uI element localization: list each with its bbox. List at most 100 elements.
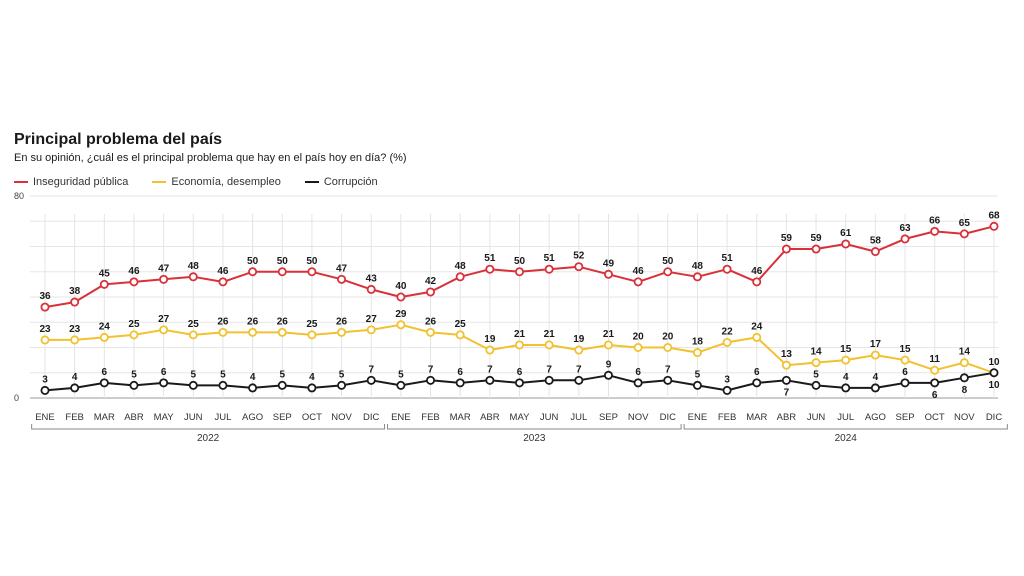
data-point <box>337 380 347 390</box>
x-tick-label: JUN <box>184 412 203 423</box>
data-label: 65 <box>959 218 971 229</box>
data-label: 50 <box>306 256 318 267</box>
data-label: 51 <box>484 253 496 264</box>
data-point <box>455 378 465 388</box>
data-point <box>218 327 228 337</box>
data-label: 11 <box>929 354 940 365</box>
x-tick-label: SEP <box>599 412 618 423</box>
x-tick-label: DIC <box>363 412 380 423</box>
year-label: 2022 <box>197 433 220 444</box>
data-label: 38 <box>69 286 81 297</box>
data-point <box>396 292 406 302</box>
legend-item-inseguridad: Inseguridad pública <box>14 176 128 188</box>
data-label: 21 <box>514 329 526 340</box>
data-label: 26 <box>425 316 437 327</box>
year-bracket <box>387 424 682 430</box>
legend-swatch-corrupcion <box>304 181 319 183</box>
data-label: 24 <box>99 321 111 332</box>
data-label: 50 <box>662 256 674 267</box>
data-point <box>841 355 851 365</box>
data-label: 7 <box>546 364 552 375</box>
data-point <box>307 330 317 340</box>
x-tick-label: SEP <box>896 412 915 423</box>
data-label: 47 <box>158 263 170 274</box>
data-label: 6 <box>902 367 908 378</box>
data-label: 63 <box>899 223 911 234</box>
x-tick-label: JUL <box>837 412 854 423</box>
data-point <box>129 330 139 340</box>
x-tick-label: JUN <box>807 412 826 423</box>
data-label: 13 <box>781 349 793 360</box>
data-point <box>159 325 169 335</box>
data-label: 5 <box>695 369 701 380</box>
data-label: 6 <box>635 367 641 378</box>
data-label: 25 <box>128 319 140 330</box>
data-point <box>544 340 554 350</box>
data-point <box>70 297 80 307</box>
data-label: 21 <box>603 329 615 340</box>
legend-swatch-inseguridad <box>14 181 28 183</box>
chart-title: Principal problema del país <box>14 131 223 148</box>
x-tick-label: ABR <box>124 412 144 423</box>
data-label: 43 <box>366 273 378 284</box>
data-label: 19 <box>573 334 585 345</box>
x-tick-label: OCT <box>302 412 322 423</box>
data-point <box>515 267 525 277</box>
data-point <box>248 267 258 277</box>
data-point <box>218 277 228 287</box>
data-label: 25 <box>306 319 318 330</box>
data-label: 22 <box>722 326 734 337</box>
data-point <box>277 267 287 277</box>
data-label: 5 <box>191 369 197 380</box>
data-point <box>455 330 465 340</box>
legend-swatch-economia <box>152 181 167 183</box>
data-label: 25 <box>455 319 467 330</box>
data-point <box>455 272 465 282</box>
data-label: 20 <box>662 332 674 343</box>
data-point <box>574 262 584 272</box>
data-point <box>692 272 702 282</box>
data-point <box>959 373 969 383</box>
data-label: 10 <box>988 380 1000 391</box>
x-tick-label: MAR <box>746 412 767 423</box>
legend-label-inseguridad: Inseguridad pública <box>33 176 129 188</box>
data-label: 21 <box>544 329 556 340</box>
x-tick-label: ENE <box>391 412 411 423</box>
x-tick-label: MAY <box>154 412 175 423</box>
data-point <box>752 378 762 388</box>
data-point <box>811 358 821 368</box>
data-label: 36 <box>39 291 51 302</box>
x-tick-label: MAY <box>510 412 531 423</box>
data-point <box>811 244 821 254</box>
data-point <box>70 383 80 393</box>
data-label: 20 <box>633 332 645 343</box>
x-tick-label: OCT <box>925 412 945 423</box>
legend-item-economia: Economía, desempleo <box>152 176 281 188</box>
data-point <box>722 264 732 274</box>
data-point <box>307 383 317 393</box>
data-point <box>396 380 406 390</box>
data-point <box>40 385 50 395</box>
data-label: 4 <box>873 372 879 383</box>
data-label: 59 <box>811 233 823 244</box>
data-point <box>129 380 139 390</box>
data-label: 26 <box>336 316 348 327</box>
data-label: 42 <box>425 276 437 287</box>
data-label: 10 <box>988 357 1000 368</box>
data-label: 7 <box>576 364 582 375</box>
data-point <box>99 279 109 289</box>
data-point <box>930 365 940 375</box>
data-point <box>603 269 613 279</box>
data-point <box>188 330 198 340</box>
data-label: 4 <box>309 372 315 383</box>
data-label: 3 <box>42 374 48 385</box>
data-label: 19 <box>484 334 496 345</box>
data-label: 6 <box>161 367 167 378</box>
data-label: 6 <box>102 367 108 378</box>
data-label: 46 <box>633 266 645 277</box>
data-point <box>307 267 317 277</box>
data-point <box>40 302 50 312</box>
year-bracket <box>31 424 386 430</box>
data-label: 46 <box>751 266 763 277</box>
data-point <box>633 342 643 352</box>
